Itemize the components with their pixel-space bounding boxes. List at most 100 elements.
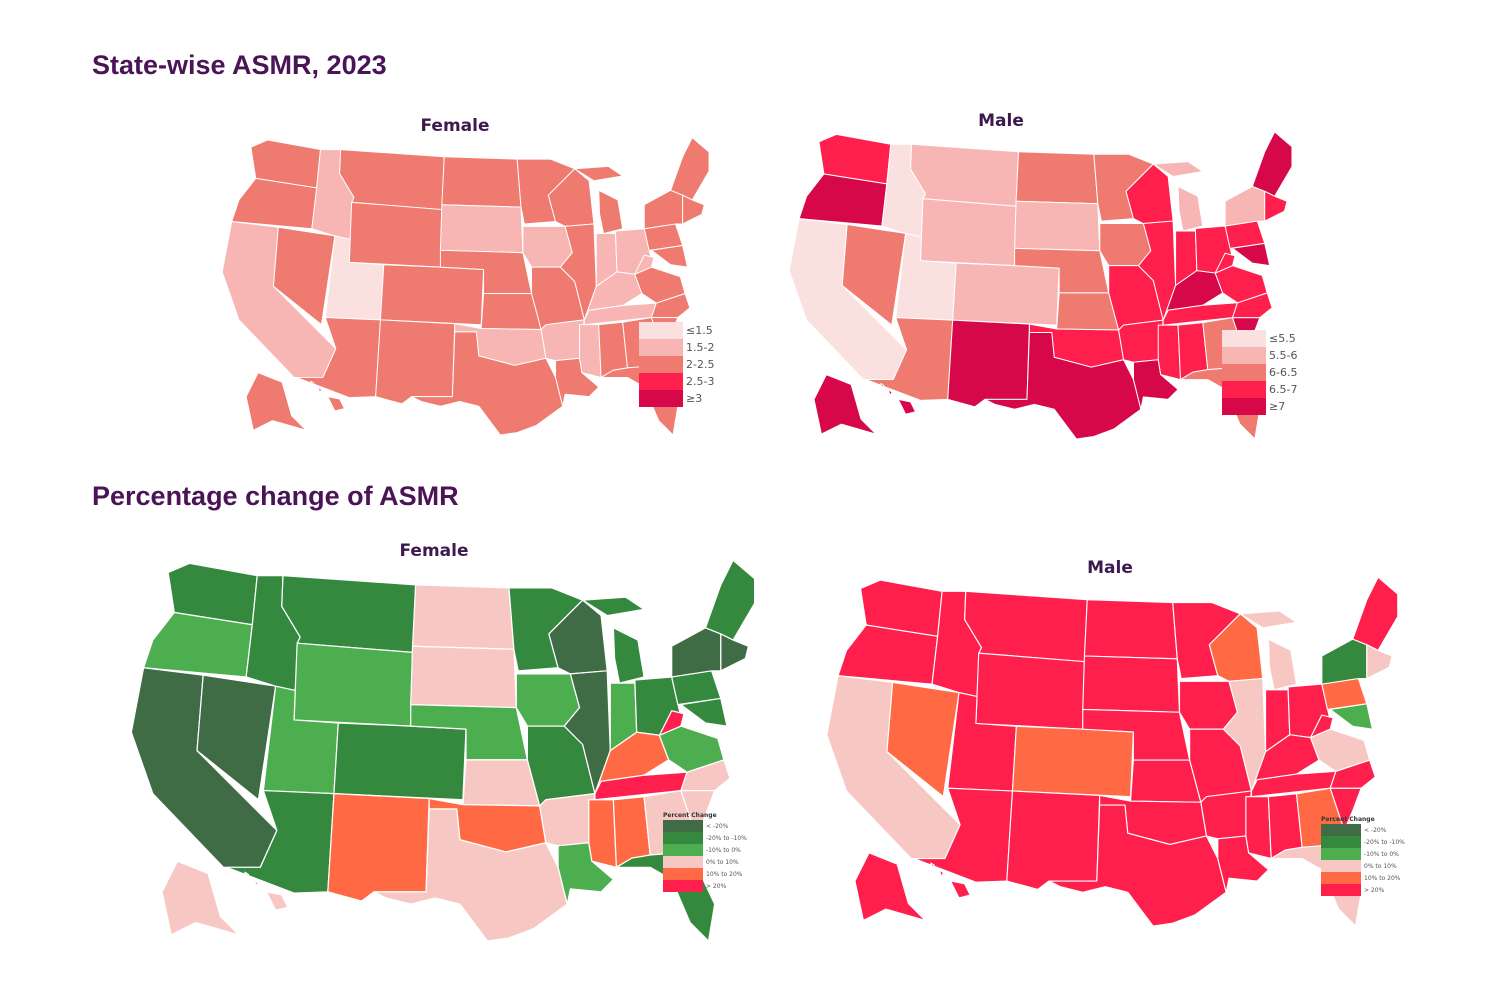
legend-item: 2.5-3 <box>639 373 714 390</box>
state-ks <box>1056 292 1120 331</box>
section-title-percentage-change: Percentage change of ASMR <box>92 481 459 511</box>
legend-swatch <box>663 820 703 832</box>
legend-label: > 20% <box>1364 886 1385 894</box>
state-wy <box>293 642 414 727</box>
legend-item: 0% to 10% <box>1321 860 1405 872</box>
legend-label: 0% to 10% <box>1364 862 1397 870</box>
legend-item: -20% to -10% <box>1321 836 1405 848</box>
legend-label: < -20% <box>706 822 729 830</box>
state-tx <box>1048 804 1227 927</box>
state-nv <box>841 224 907 326</box>
state-tx <box>373 808 568 942</box>
state-mt <box>281 575 417 654</box>
map-change-female <box>130 559 756 942</box>
legend-swatch <box>639 322 683 339</box>
state-sd <box>1014 200 1101 252</box>
state-or <box>231 177 318 230</box>
legend-label: -10% to 0% <box>706 846 741 854</box>
legend-swatch <box>1321 872 1361 884</box>
legend-item: -10% to 0% <box>663 844 747 856</box>
state-mi <box>582 596 645 684</box>
legend-label: 2.5-3 <box>686 375 715 388</box>
state-ma <box>1264 190 1288 222</box>
legend-label: ≤5.5 <box>1269 332 1296 345</box>
legend-item: > 20% <box>1321 884 1405 896</box>
state-nd <box>1083 599 1178 660</box>
map-title-rate-male: Male <box>978 111 1024 131</box>
legend-label: ≥3 <box>686 392 703 405</box>
legend-label: 6-6.5 <box>1269 366 1298 379</box>
state-sd <box>439 204 524 254</box>
state-ak <box>161 860 240 936</box>
legend-swatch <box>663 856 703 868</box>
state-ny <box>1321 638 1368 685</box>
state-nv <box>886 681 960 798</box>
legend-label: 1.5-2 <box>686 341 715 354</box>
state-ak <box>245 372 307 431</box>
state-il <box>1222 677 1267 792</box>
state-il <box>1137 220 1177 321</box>
state-ar <box>540 319 585 362</box>
state-co <box>1011 725 1134 798</box>
legend-swatch <box>1222 330 1266 347</box>
legend-item: ≤5.5 <box>1222 330 1297 347</box>
legend-item: 10% to 20% <box>1321 872 1405 884</box>
state-ak <box>813 374 877 435</box>
legend-item: -10% to 0% <box>1321 848 1405 860</box>
state-wv <box>1310 714 1334 739</box>
state-ms <box>579 324 602 378</box>
state-nm <box>375 319 456 405</box>
map-rate-female <box>221 137 710 436</box>
legend-item: < -20% <box>663 820 747 832</box>
state-nm <box>1006 790 1101 890</box>
legend-swatch <box>1321 848 1361 860</box>
legend-label: < -20% <box>1364 826 1387 834</box>
legend-swatch <box>663 832 703 844</box>
state-or <box>837 624 939 685</box>
state-nd <box>1015 151 1099 205</box>
legend-swatch <box>639 356 683 373</box>
state-sd <box>410 645 517 709</box>
state-tx <box>984 332 1142 440</box>
legend-swatch <box>639 339 683 356</box>
state-mdde <box>1232 242 1271 267</box>
state-ny <box>643 189 684 230</box>
legend-label: > 20% <box>706 882 727 890</box>
state-ne6 <box>704 559 756 641</box>
state-ks <box>462 759 541 807</box>
state-ne6 <box>670 137 710 201</box>
legend-swatch <box>639 373 683 390</box>
state-ms <box>1157 324 1182 381</box>
state-ny <box>1224 185 1266 227</box>
legend-label: 10% to 20% <box>706 870 743 878</box>
legend-swatch <box>1222 347 1266 364</box>
legend-change-female: Percent Change < -20% -20% to -10% -10% to … <box>663 812 747 892</box>
state-wv <box>634 254 655 275</box>
legend-item: 5.5-6 <box>1222 347 1297 364</box>
state-hi <box>244 871 289 911</box>
state-ks <box>480 293 542 330</box>
legend-swatch <box>663 844 703 856</box>
legend-change-male: Percent Change < -20% -20% to -10% -10% to … <box>1321 816 1405 896</box>
legend-label: 2-2.5 <box>686 358 715 371</box>
state-mt <box>910 143 1020 207</box>
legend-item: ≥7 <box>1222 398 1297 415</box>
state-nv <box>196 674 277 801</box>
state-ks <box>1130 759 1202 803</box>
legend-item: -20% to -10% <box>663 832 747 844</box>
legend-label: ≤1.5 <box>686 324 713 337</box>
legend-swatch <box>1321 836 1361 848</box>
state-hi <box>930 862 971 899</box>
section-title-state-wise: State-wise ASMR, 2023 <box>92 50 387 80</box>
legend-label: 5.5-6 <box>1269 349 1298 362</box>
legend-label: -10% to 0% <box>1364 850 1399 858</box>
legend-swatch <box>1222 364 1266 381</box>
state-co <box>379 264 485 326</box>
state-ar <box>1118 319 1164 363</box>
legend-item: 6-6.5 <box>1222 364 1297 381</box>
legend-item: 10% to 20% <box>663 868 747 880</box>
state-mdde <box>680 697 728 727</box>
legend-swatch <box>663 868 703 880</box>
legend-swatch <box>1321 860 1361 872</box>
state-ak <box>854 852 926 921</box>
